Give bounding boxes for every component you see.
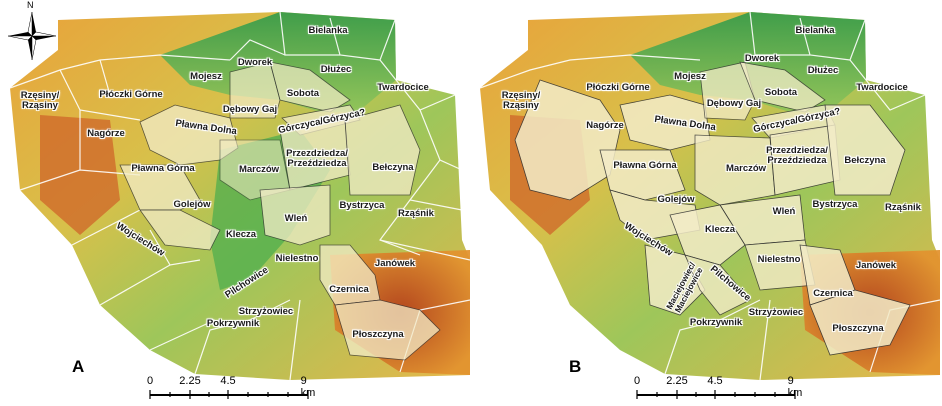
panel-letter-a: A <box>72 357 85 376</box>
label-czernica: Czernica <box>329 284 369 296</box>
label-pokrzywnik: Pokrzywnik <box>689 317 743 329</box>
label-ploczki-gorne: Płóczki Górne <box>586 82 650 94</box>
scale-label-45: 4.5 <box>220 375 236 387</box>
territory-polygons-b <box>514 61 911 356</box>
scale-label-225: 2.25 <box>179 375 201 387</box>
scale-bar-graphic <box>149 390 309 399</box>
label-bielanka: Bielanka <box>308 25 348 37</box>
north-arrow: N <box>2 0 62 64</box>
label-belczyna: Bełczyna <box>844 155 886 167</box>
map-panel-a: Bielanka Dworek Dłużec Mojesz Sobota Twa… <box>0 0 471 401</box>
label-dworek: Dworek <box>237 57 273 69</box>
label-dluzec: Dłużec <box>320 64 352 76</box>
label-janowek: Janówek <box>374 258 416 270</box>
scale-label-0: 0 <box>146 375 154 387</box>
label-nagorze: Nagórze <box>586 120 624 132</box>
label-rzesiny: Rzęsiny/ Rząsiny <box>501 90 541 111</box>
label-dworek: Dworek <box>744 53 780 65</box>
label-nielestno: Nielestno <box>275 253 319 265</box>
scale-label-45: 4.5 <box>707 375 723 387</box>
label-bystrzyca: Bystrzyca <box>812 199 858 211</box>
map-panel-b: Bielanka Dworek Dłużec Mojesz Sobota Twa… <box>470 0 942 401</box>
terrain-map-b <box>479 11 941 381</box>
voronoi-grid <box>479 11 941 381</box>
compass-rose-icon <box>7 11 57 61</box>
label-bielanka: Bielanka <box>795 25 835 37</box>
label-janowek: Janówek <box>855 260 897 272</box>
label-nielestno: Nielestno <box>757 254 801 266</box>
label-dluzec: Dłużec <box>807 65 839 77</box>
terrain-map-a <box>9 11 471 381</box>
label-nagorze: Nagórze <box>87 128 125 140</box>
label-przezdziedza: Przezdziedza/ Przeździedza <box>766 145 828 166</box>
scale-label-0: 0 <box>633 375 641 387</box>
scale-bar-b: 0 2.25 4.5 9 km <box>633 375 802 401</box>
label-plawna-gorna: Pławna Górna <box>613 160 677 172</box>
label-pokrzywnik: Pokrzywnik <box>206 318 260 330</box>
label-ploczki-gorne: Płóczki Górne <box>99 89 163 101</box>
label-strzyzowiec: Strzyżowiec <box>238 306 294 318</box>
scale-label-225: 2.25 <box>666 375 688 387</box>
label-strzyzowiec: Strzyżowiec <box>748 307 804 319</box>
label-mojesz: Mojesz <box>674 71 706 83</box>
label-marczow: Marczów <box>238 164 280 176</box>
label-czernica: Czernica <box>813 288 853 300</box>
label-bystrzyca: Bystrzyca <box>339 200 385 212</box>
label-rzasnik: Rząśnik <box>398 208 434 220</box>
label-debowy-gaj: Dębowy Gaj <box>706 98 762 110</box>
label-debowy-gaj: Dębowy Gaj <box>222 104 278 116</box>
label-rzesiny: Rzęsiny/ Rząsiny <box>20 90 60 111</box>
label-ploszczyna: Płoszczyna <box>832 323 884 335</box>
scale-bar-a: 0 2.25 4.5 9 km <box>146 375 315 401</box>
panel-letter-b: B <box>569 357 582 376</box>
scale-bar-graphic <box>636 390 796 399</box>
label-golejow: Golejów <box>657 194 695 206</box>
label-rzasnik: Rząśnik <box>885 202 921 214</box>
label-twardocice: Twardocice <box>856 82 908 94</box>
label-belczyna: Bełczyna <box>372 162 414 174</box>
label-sobota: Sobota <box>286 88 320 100</box>
label-klecza: Klecza <box>225 229 257 241</box>
label-wlen: Wleń <box>772 206 796 218</box>
label-sobota: Sobota <box>764 87 798 99</box>
label-plawna-gorna: Pławna Górna <box>131 163 195 175</box>
label-mojesz: Mojesz <box>190 71 222 83</box>
label-twardocice: Twardocice <box>377 82 429 94</box>
label-ploszczyna: Płoszczyna <box>352 329 404 341</box>
territory-polygons-a <box>119 61 441 361</box>
label-wlen: Wleń <box>284 213 308 225</box>
label-marczow: Marczów <box>725 163 767 175</box>
label-przezdziedza: Przezdziedza/ Przeździedza <box>286 148 348 169</box>
label-klecza: Klecza <box>704 224 736 236</box>
label-golejow: Golejów <box>173 199 211 211</box>
north-label: N <box>27 0 34 10</box>
